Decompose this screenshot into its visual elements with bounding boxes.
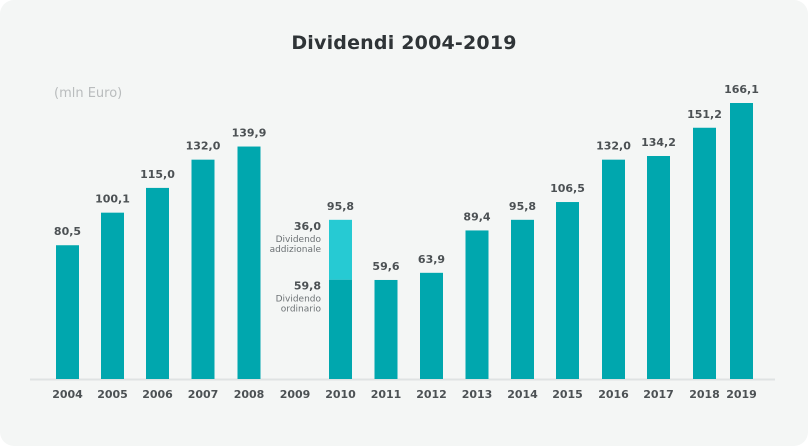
- data-label: 89,4: [463, 210, 490, 223]
- chart-title: Dividendi 2004-2019: [291, 32, 517, 54]
- segment-name-label: Dividendo: [276, 235, 322, 245]
- data-label: 139,9: [232, 127, 267, 140]
- x-tick-label: 2006: [142, 388, 173, 401]
- x-tick-label: 2018: [689, 388, 720, 401]
- data-label: 59,6: [372, 260, 399, 273]
- data-label: 63,9: [418, 253, 445, 266]
- x-tick-label: 2012: [416, 388, 447, 401]
- data-label: 95,8: [509, 200, 536, 213]
- x-tick-label: 2010: [325, 388, 356, 401]
- segment-name-label: ordinario: [281, 305, 322, 315]
- data-label: 95,8: [327, 200, 354, 213]
- x-tick-label: 2008: [234, 388, 265, 401]
- segment-name-label: addizionale: [270, 245, 322, 255]
- x-tick-label: 2015: [552, 388, 583, 401]
- bar: [101, 212, 124, 379]
- unit-label: (mln Euro): [54, 86, 123, 101]
- bar: [191, 159, 215, 379]
- x-tick-label: 2009: [280, 388, 311, 401]
- segment-value-label: 36,0: [294, 220, 321, 233]
- data-label: 100,1: [95, 193, 130, 206]
- data-label: 132,0: [596, 140, 631, 153]
- data-label: 80,5: [54, 225, 81, 238]
- segment-name-label: Dividendo: [276, 295, 322, 305]
- bar-segment-ordinario: [329, 279, 352, 379]
- bar: [647, 156, 670, 379]
- bar: [693, 127, 716, 379]
- data-label: 115,0: [140, 168, 175, 181]
- x-tick-label: 2007: [188, 388, 219, 401]
- bar: [465, 230, 489, 379]
- bar: [56, 245, 79, 379]
- x-tick-label: 2014: [507, 388, 538, 401]
- data-label: 134,2: [641, 136, 676, 149]
- segment-value-label: 59,8: [294, 280, 321, 293]
- bar-segment-addizionale: [329, 219, 352, 280]
- x-tick-label: 2019: [726, 388, 757, 401]
- data-label: 151,2: [687, 108, 722, 121]
- bar: [146, 187, 169, 379]
- bar: [420, 272, 443, 379]
- bar: [374, 279, 398, 379]
- x-tick-label: 2005: [97, 388, 128, 401]
- x-tick-label: 2004: [52, 388, 83, 401]
- bar: [511, 219, 534, 379]
- data-label: 132,0: [186, 140, 221, 153]
- bar: [730, 103, 753, 379]
- x-tick-label: 2013: [462, 388, 493, 401]
- bar: [602, 159, 625, 379]
- bar: [237, 146, 261, 379]
- bar: [556, 202, 579, 379]
- x-tick-label: 2016: [598, 388, 629, 401]
- data-label: 106,5: [550, 182, 585, 195]
- data-label: 166,1: [724, 83, 759, 96]
- x-tick-label: 2017: [643, 388, 674, 401]
- x-tick-label: 2011: [371, 388, 402, 401]
